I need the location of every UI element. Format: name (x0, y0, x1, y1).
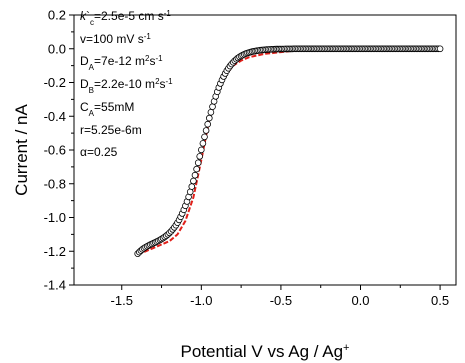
x-axis-title: Potential V vs Ag / Ag+ (181, 342, 350, 361)
annotations: k`c=2.5e-5 cm s-1 v=100 mV s-1 DA=7e-12 m2… (80, 9, 173, 160)
x-tick-label: 0.5 (431, 293, 449, 308)
annotation-DA: DA=7e-12 m2s-1 (80, 54, 163, 72)
data-point (202, 127, 210, 134)
series-open-circles (134, 45, 444, 258)
annotation-r: r=5.25e-6m (80, 123, 142, 137)
annotation-v: v=100 mV s-1 (80, 32, 151, 47)
x-axis-title-sup: + (343, 342, 349, 354)
y-tick-label: -1.0 (44, 210, 66, 225)
data-point (206, 114, 213, 122)
axis-ticks (69, 14, 441, 290)
data-point (194, 159, 202, 167)
data-point (436, 45, 444, 53)
y-tick-label: 0.2 (48, 8, 66, 23)
annotation-kc: k`c=2.5e-5 cm s-1 (80, 9, 171, 27)
data-point (188, 183, 196, 190)
annotation-DB: DB=2.2e-10 m2s-1 (80, 77, 173, 95)
y-tick-labels: 0.2 0.0 -0.2 -0.4 -0.6 -0.8 -1.0 -1.2 -1.4 (44, 8, 66, 293)
y-tick-label: -0.2 (44, 75, 66, 90)
data-series (134, 45, 444, 258)
y-tick-label: -0.8 (44, 176, 66, 191)
data-point (199, 140, 207, 147)
x-axis-title-main: Potential V vs Ag / Ag (181, 342, 344, 361)
data-point (204, 120, 212, 128)
data-point (191, 171, 199, 179)
data-point (207, 109, 215, 116)
y-tick-label: -0.4 (44, 109, 66, 124)
data-point (193, 165, 200, 173)
data-point (201, 133, 208, 141)
x-tick-label: -1.0 (190, 293, 212, 308)
x-tick-label: 0.0 (351, 293, 369, 308)
y-tick-label: -0.6 (44, 143, 66, 158)
y-tick-label: 0.0 (48, 41, 66, 56)
y-tick-label: -1.2 (44, 244, 66, 259)
y-axis-title: Current / nA (12, 104, 31, 196)
x-tick-label: -1.5 (111, 293, 133, 308)
x-tick-label: -0.5 (270, 293, 292, 308)
x-tick-labels: -1.5 -1.0 -0.5 0.0 0.5 (111, 293, 450, 308)
y-tick-label: -1.4 (44, 278, 66, 293)
annotation-CA: CA=55mM (80, 100, 134, 118)
data-point (190, 177, 197, 185)
data-point (196, 153, 204, 160)
annotation-alpha: α=0.25 (80, 145, 118, 159)
data-point (198, 146, 205, 154)
